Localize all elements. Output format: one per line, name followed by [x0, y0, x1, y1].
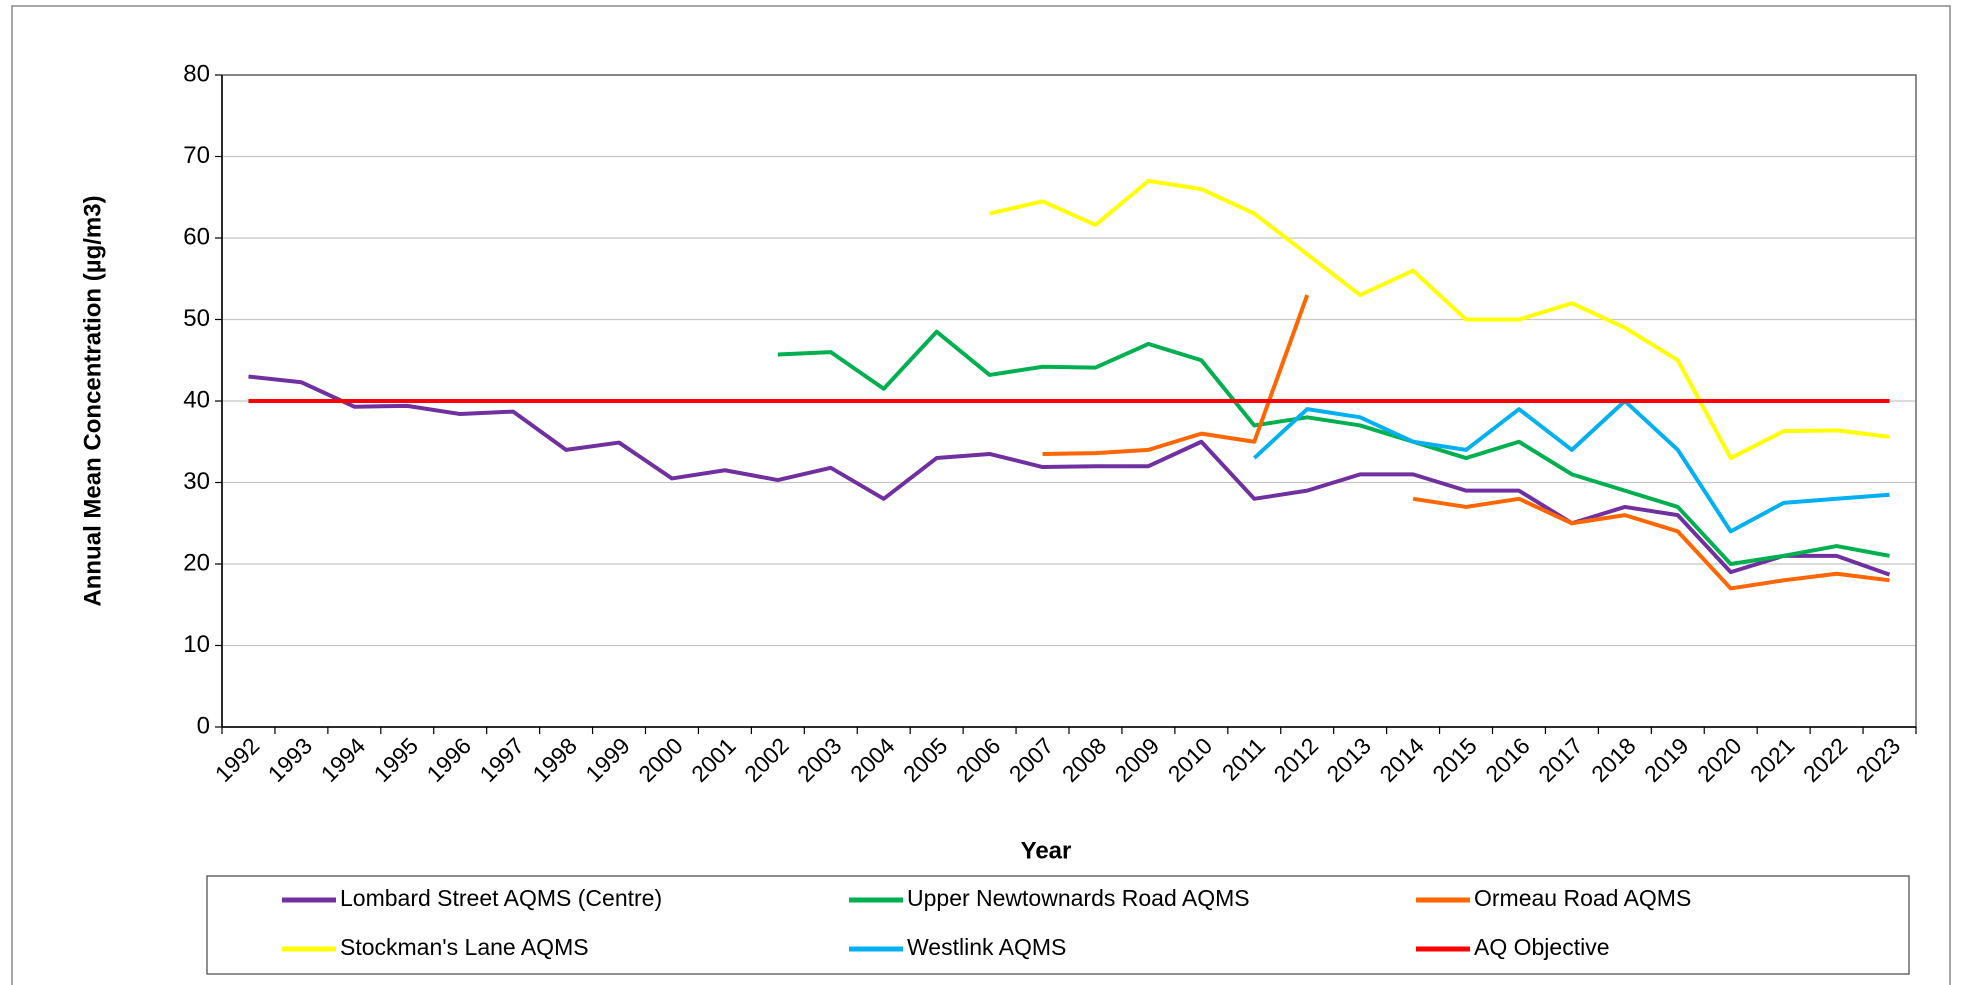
legend-label: AQ Objective — [1474, 934, 1610, 960]
legend-label: Westlink AQMS — [907, 934, 1066, 960]
series-line — [248, 374, 1891, 577]
y-tick-label: 10 — [183, 631, 210, 658]
y-tick-label: 60 — [183, 223, 210, 250]
y-tick-label: 20 — [183, 549, 210, 576]
series-line — [777, 329, 1890, 566]
x-axis-title: Year — [1021, 837, 1072, 864]
legend-label: Lombard Street AQMS (Centre) — [340, 885, 662, 911]
y-axis-title: Annual Mean Concentration (µg/m3) — [79, 195, 106, 606]
legend-label: Upper Newtownards Road AQMS — [907, 885, 1250, 911]
y-tick-label: 30 — [183, 468, 210, 495]
series-line — [1042, 294, 1890, 591]
legend-label: Ormeau Road AQMS — [1474, 885, 1691, 911]
y-tick-label: 50 — [183, 305, 210, 332]
y-tick-label: 70 — [183, 142, 210, 169]
y-tick-label: 0 — [197, 712, 210, 739]
series-line — [989, 178, 1890, 461]
series-line — [1252, 399, 1890, 534]
y-tick-label: 80 — [183, 60, 210, 87]
y-tick-label: 40 — [183, 386, 210, 413]
chart-frame — [11, 5, 1951, 985]
legend-box — [206, 875, 1910, 975]
legend-label: Stockman's Lane AQMS — [340, 934, 589, 960]
